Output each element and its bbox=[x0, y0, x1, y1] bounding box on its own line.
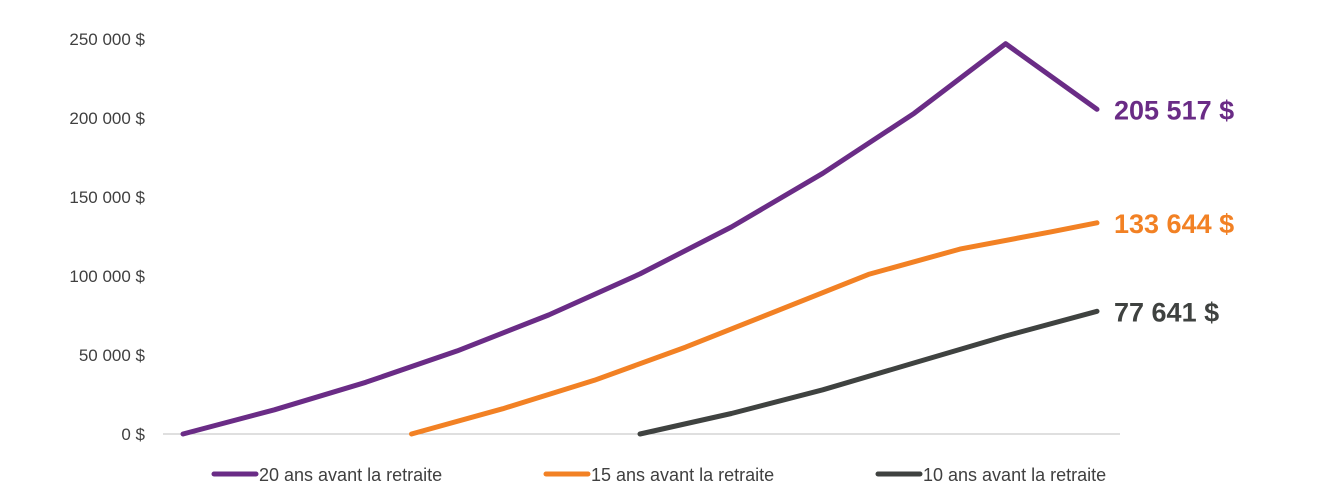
series-line-1 bbox=[180, 41, 1100, 437]
legend-label-1: 20 ans avant la retraite bbox=[259, 465, 442, 485]
y-tick-label: 0 $ bbox=[121, 425, 145, 444]
y-tick-label: 50 000 $ bbox=[79, 346, 146, 365]
end-value-label-3: 77 641 $ bbox=[1114, 297, 1219, 327]
series-line-3 bbox=[637, 308, 1100, 437]
end-value-label-1: 205 517 $ bbox=[1114, 95, 1234, 125]
legend: 20 ans avant la retraite 15 ans avant la … bbox=[211, 465, 1106, 485]
y-tick-label: 200 000 $ bbox=[69, 109, 145, 128]
end-labels: 205 517 $ 133 644 $ 77 641 $ bbox=[1114, 95, 1234, 327]
end-value-label-2: 133 644 $ bbox=[1114, 209, 1234, 239]
legend-label-2: 15 ans avant la retraite bbox=[591, 465, 774, 485]
series-line-2 bbox=[409, 220, 1100, 437]
legend-label-3: 10 ans avant la retraite bbox=[923, 465, 1106, 485]
y-tick-label: 100 000 $ bbox=[69, 267, 145, 286]
y-tick-label: 150 000 $ bbox=[69, 188, 145, 207]
y-axis: 0 $ 50 000 $ 100 000 $ 150 000 $ 200 000 $ 25… bbox=[69, 30, 145, 444]
series-group bbox=[180, 41, 1100, 437]
y-tick-label: 250 000 $ bbox=[69, 30, 145, 49]
